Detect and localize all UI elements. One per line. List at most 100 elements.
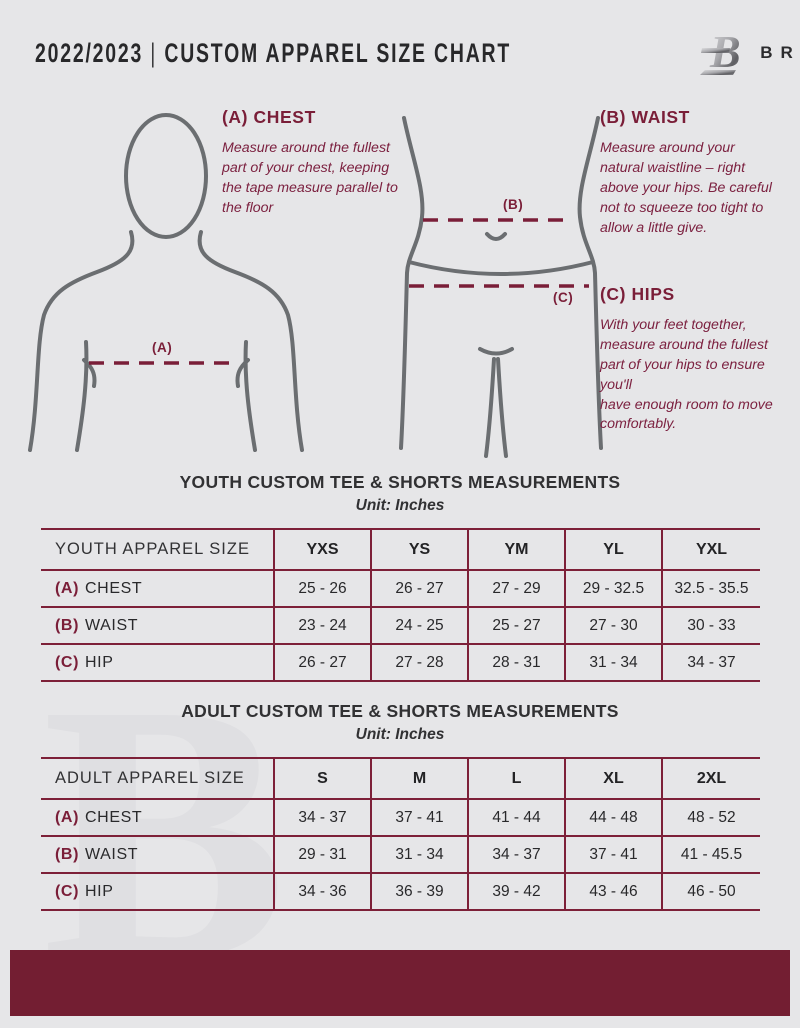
adult-table-header-row: ADULT APPAREL SIZE S M L XL 2XL (41, 757, 760, 799)
adult-section-unit: Unit: Inches (355, 726, 445, 743)
row-key: (B) (55, 616, 80, 634)
size-header-m: M (370, 757, 468, 799)
row-name: HIP (85, 882, 114, 900)
title-separator: | (150, 37, 158, 68)
row-key: (A) (55, 579, 80, 597)
row-label: (B) WAIST (41, 835, 274, 873)
cell-value: 34 - 37 (467, 835, 565, 873)
table-row-adult-chest: (A) CHEST 34 - 37 37 - 41 41 - 44 44 - 48… (41, 798, 760, 836)
chest-heading: (A) CHEST (222, 107, 316, 127)
cell-value: 44 - 48 (564, 798, 662, 836)
figure-right-armpit (235, 358, 250, 388)
size-header-l: L (467, 757, 565, 799)
cell-value: 36 - 39 (370, 872, 468, 910)
chest-info-block: (A) CHEST Measure around the fullest par… (222, 107, 400, 219)
cell-value: 29 - 31 (273, 835, 371, 873)
cell-value: 29 - 32.5 (564, 569, 662, 607)
row-name: CHEST (85, 579, 143, 597)
cell-value: 39 - 42 (467, 872, 565, 910)
row-key: (A) (55, 808, 80, 826)
adult-size-column-header: ADULT APPAREL SIZE (41, 757, 274, 799)
cell-value: 26 - 27 (273, 643, 371, 681)
size-header-yl: YL (564, 528, 662, 570)
cell-value: 24 - 25 (370, 606, 468, 644)
cell-value: 46 - 50 (661, 872, 760, 910)
figure-navel (485, 232, 507, 241)
youth-size-column-header: YOUTH APPAREL SIZE (41, 528, 274, 570)
adult-section-title: ADULT CUSTOM TEE & SHORTS MEASUREMENTS (181, 701, 619, 721)
row-key: (C) (55, 653, 80, 671)
brand-block: B BREAKAWAY (696, 26, 800, 80)
waist-heading: (B) WAIST (600, 107, 690, 127)
youth-size-table: YOUTH APPAREL SIZE YXS YS YM YL YXL (A) C… (41, 528, 760, 682)
breakaway-logo-icon: B (700, 26, 741, 77)
cell-value: 27 - 29 (467, 569, 565, 607)
size-header-ys: YS (370, 528, 468, 570)
hips-heading: (C) HIPS (600, 284, 675, 304)
figure-left-side (399, 116, 425, 450)
page-header: 2022/2023 | CUSTOM APPAREL SIZE CHART B BR… (35, 26, 800, 80)
cell-value: 23 - 24 (273, 606, 371, 644)
size-header-xl: XL (564, 757, 662, 799)
row-label: (C) HIP (41, 872, 274, 910)
cell-value: 37 - 41 (564, 835, 662, 873)
row-label: (A) CHEST (41, 798, 274, 836)
table-row-youth-chest: (A) CHEST 25 - 26 26 - 27 27 - 29 29 - 32… (41, 569, 760, 607)
table-row-adult-hip: (C) HIP 34 - 36 36 - 39 39 - 42 43 - 46 4… (41, 872, 760, 910)
row-key: (B) (55, 845, 80, 863)
waist-description: Measure around your natural waistline – … (600, 140, 772, 236)
upper-body-figure (28, 113, 304, 452)
lower-body-figure (399, 116, 603, 458)
cell-value: 34 - 37 (273, 798, 371, 836)
size-header-yxl: YXL (661, 528, 760, 570)
cell-value: 27 - 28 (370, 643, 468, 681)
waist-marker-label: (B) (503, 197, 524, 212)
cell-value: 41 - 45.5 (661, 835, 760, 873)
size-header-s: S (273, 757, 371, 799)
page-title: 2022/2023 | CUSTOM APPAREL SIZE CHART (35, 38, 511, 69)
cell-value: 41 - 44 (467, 798, 565, 836)
cell-value: 37 - 41 (370, 798, 468, 836)
row-label: (C) HIP (41, 643, 274, 681)
footer-accent-bar (10, 950, 790, 1016)
cell-value: 30 - 33 (661, 606, 760, 644)
figure-left-inner-leg (484, 357, 496, 458)
youth-section-unit: Unit: Inches (355, 497, 445, 514)
size-header-ym: YM (467, 528, 565, 570)
cell-value: 43 - 46 (564, 872, 662, 910)
row-name: WAIST (85, 616, 139, 634)
cell-value: 32.5 - 35.5 (661, 569, 760, 607)
size-header-yxs: YXS (273, 528, 371, 570)
figure-crotch-curve (478, 347, 514, 356)
row-name: WAIST (85, 845, 139, 863)
row-label: (B) WAIST (41, 606, 274, 644)
figure-left-inner-arm (75, 340, 89, 452)
cell-value: 25 - 27 (467, 606, 565, 644)
cell-value: 28 - 31 (467, 643, 565, 681)
cell-value: 31 - 34 (370, 835, 468, 873)
title-main: CUSTOM APPAREL SIZE CHART (164, 37, 512, 68)
cell-value: 48 - 52 (661, 798, 760, 836)
waist-info-block: (B) WAIST Measure around your natural wa… (600, 107, 772, 238)
cell-value: 25 - 26 (273, 569, 371, 607)
adult-size-table: ADULT APPAREL SIZE S M L XL 2XL (A) CHEST… (41, 757, 760, 911)
row-label: (A) CHEST (41, 569, 274, 607)
figure-left-shoulder-arm (28, 230, 135, 452)
cell-value: 26 - 27 (370, 569, 468, 607)
brand-name: BREAKAWAY (760, 43, 800, 62)
chest-description: Measure around the fullest part of your … (222, 140, 398, 216)
figure-right-shoulder-arm (197, 230, 304, 452)
figure-right-inner-leg (496, 357, 508, 458)
table-row-youth-waist: (B) WAIST 23 - 24 24 - 25 25 - 27 27 - 30… (41, 606, 760, 644)
size-header-2xl: 2XL (661, 757, 760, 799)
row-name: HIP (85, 653, 114, 671)
cell-value: 27 - 30 (564, 606, 662, 644)
cell-value: 31 - 34 (564, 643, 662, 681)
table-row-adult-waist: (B) WAIST 29 - 31 31 - 34 34 - 37 37 - 41… (41, 835, 760, 873)
figure-hip-curve (407, 260, 595, 276)
hips-marker-label: (C) (553, 290, 574, 305)
cell-value: 34 - 37 (661, 643, 760, 681)
youth-section-title: YOUTH CUSTOM TEE & SHORTS MEASUREMENTS (179, 472, 621, 492)
title-year: 2022/2023 (35, 37, 144, 68)
